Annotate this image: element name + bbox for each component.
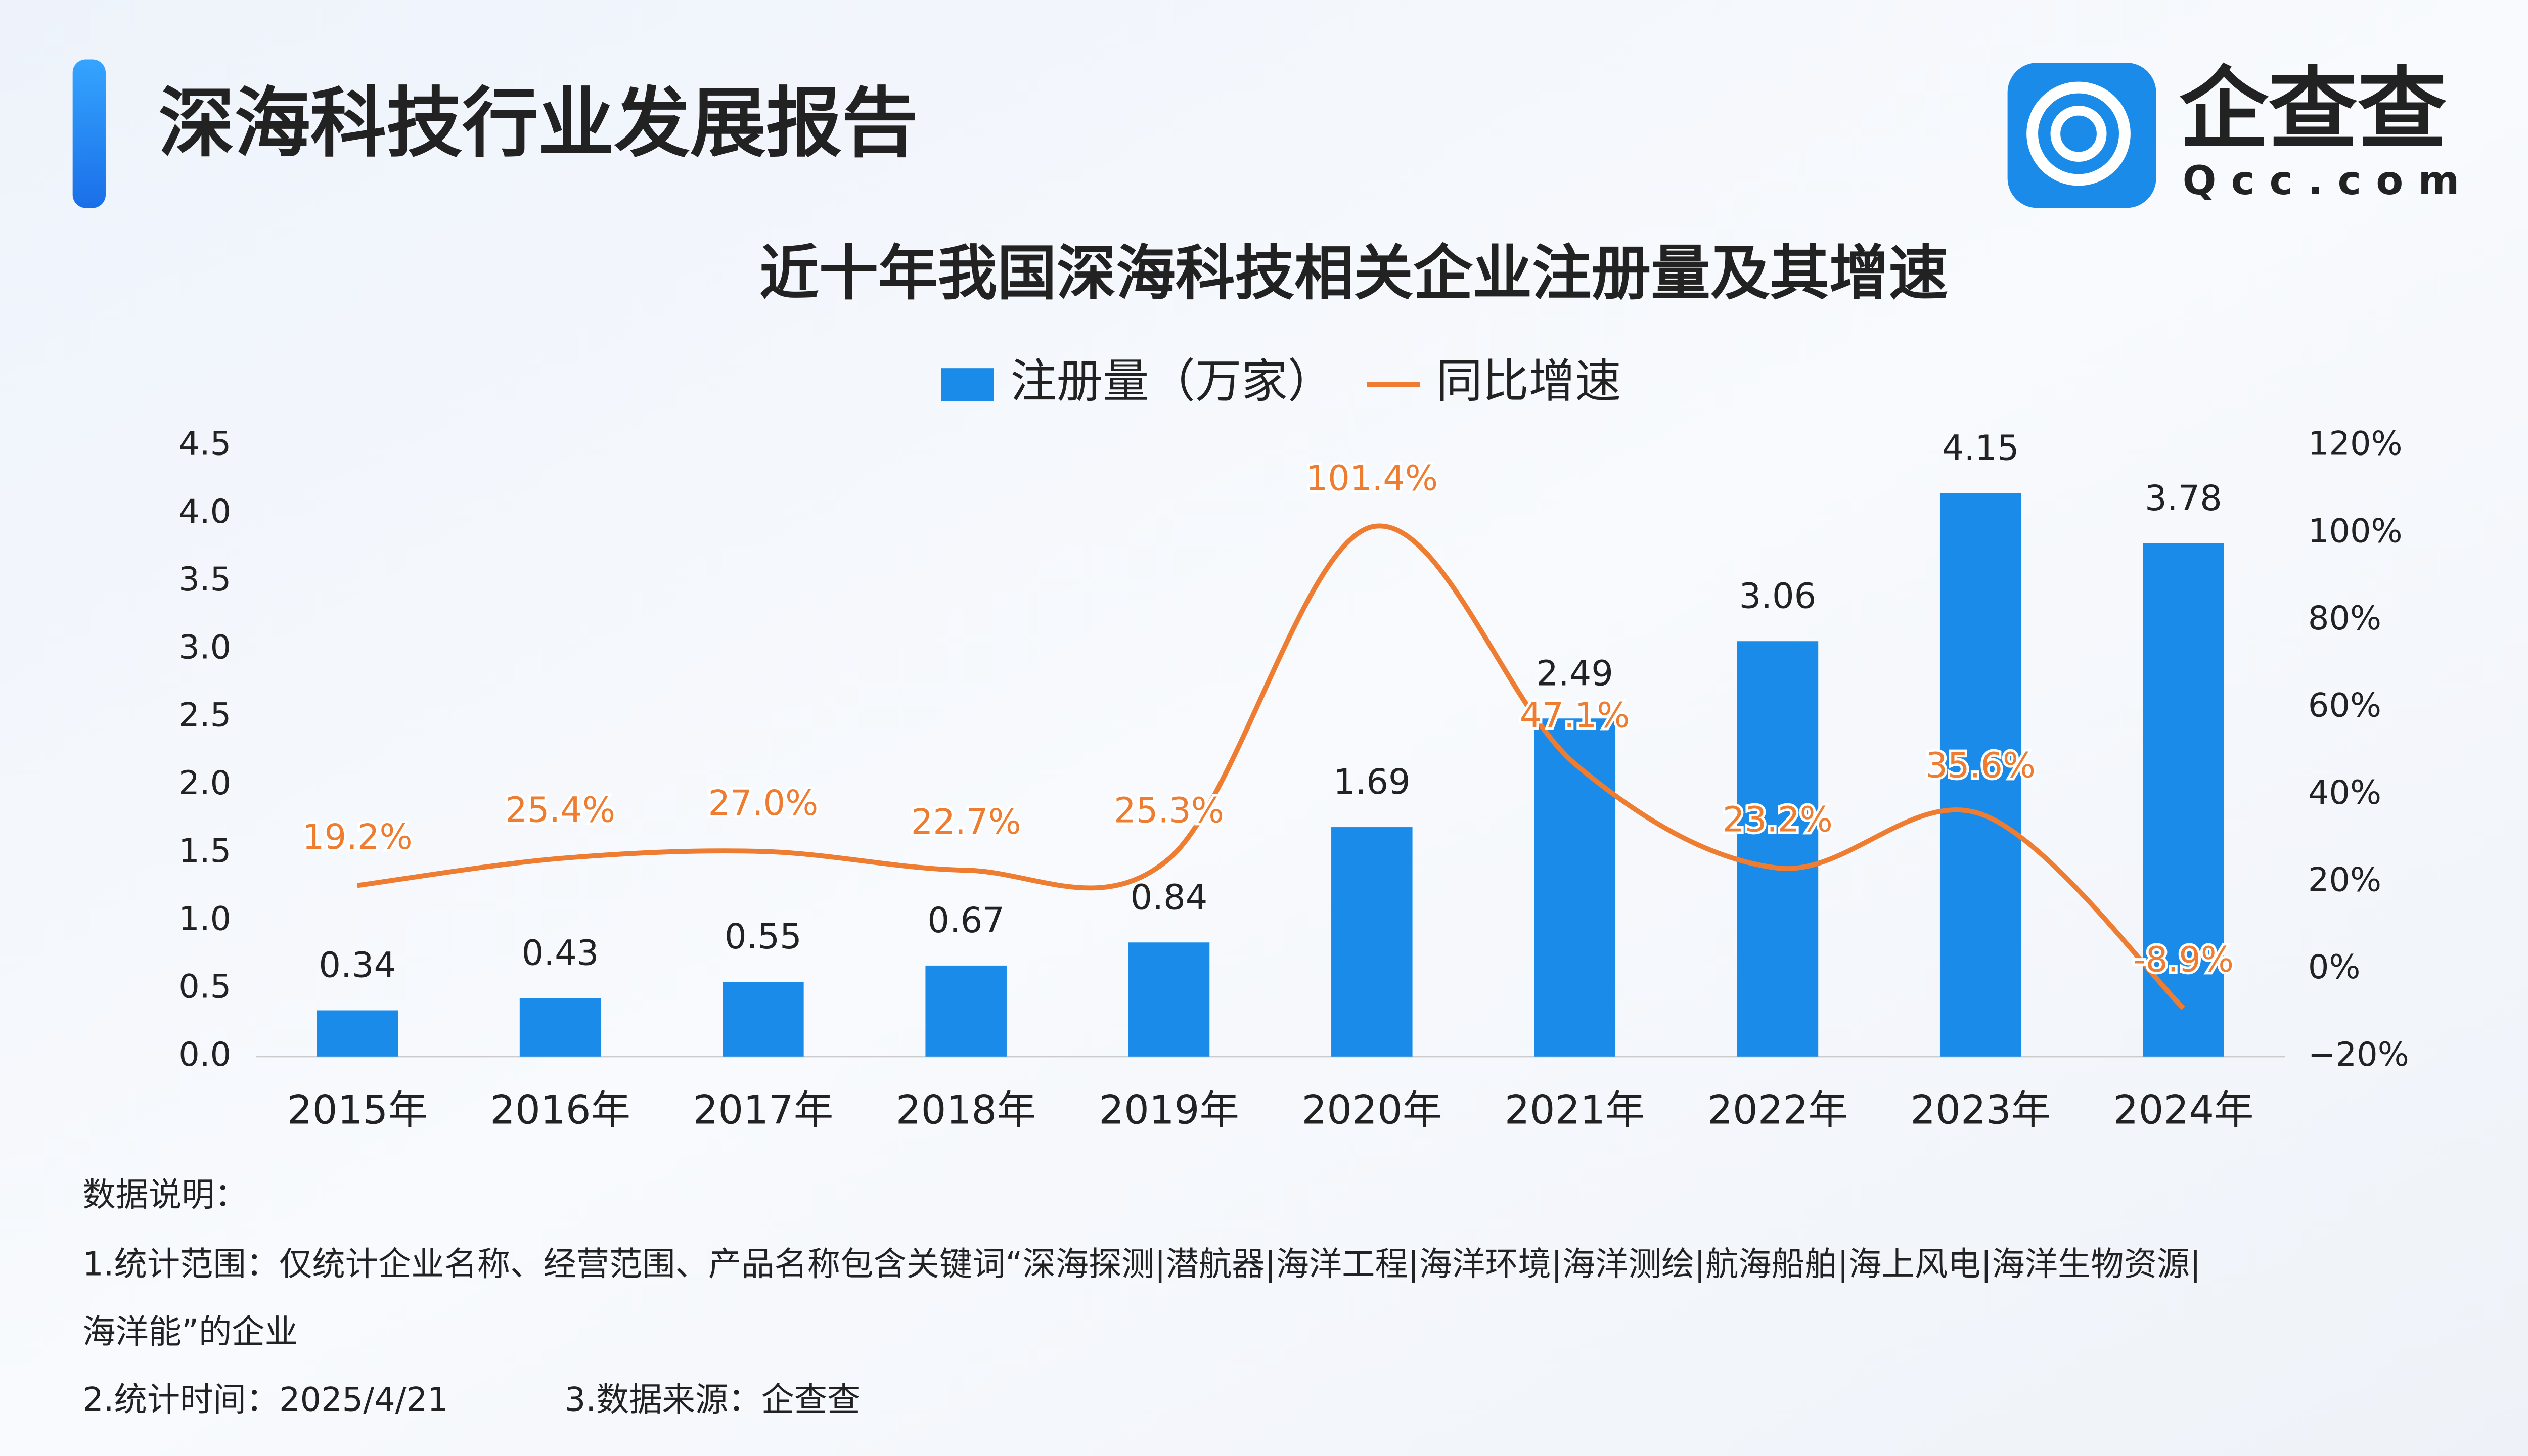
bar-value-label: 4.15 (1942, 428, 2019, 469)
y-tick-label: 2.5 (178, 696, 231, 735)
notes: 数据说明： 1.统计范围：仅统计企业名称、经营范围、产品名称包含关键词“深海探测… (82, 1175, 2201, 1419)
bar-value-label: 3.06 (1739, 576, 1817, 616)
bar (1737, 641, 1819, 1057)
y2-tick-label: 80% (2308, 599, 2381, 638)
y-tick-label: 3.0 (178, 628, 231, 666)
legend-label: 同比增速 (1436, 354, 1621, 408)
notes-line: 1.统计范围：仅统计企业名称、经营范围、产品名称包含关键词“深海探测|潜航器|海… (82, 1245, 2201, 1284)
bar (2143, 543, 2224, 1057)
line-value-label: 47.1% (1520, 695, 1630, 736)
legend-label: 注册量（万家） (1010, 354, 1334, 408)
bar (723, 982, 804, 1057)
bar-value-label: 3.78 (2145, 478, 2222, 519)
bar (1128, 942, 1210, 1057)
bar (519, 998, 601, 1057)
bar-value-label: 0.55 (725, 917, 802, 957)
bar (1331, 827, 1413, 1057)
bar-value-label: 0.67 (927, 900, 1005, 941)
bar-value-label: 1.69 (1333, 762, 1411, 802)
line-value-label: 23.2% (1723, 800, 1833, 840)
x-tick-label: 2015年 (287, 1087, 428, 1133)
y2-tick-label: 20% (2308, 861, 2381, 899)
y2-tick-label: 0% (2308, 948, 2361, 986)
x-tick-label: 2019年 (1099, 1087, 1239, 1133)
line-value-label: 25.4% (505, 790, 615, 831)
line-value-label: 35.6% (1925, 746, 2036, 786)
y2-tick-label: 120% (2308, 425, 2403, 463)
logo: 企查查 Qcc.com (2007, 57, 2474, 208)
notes-heading: 数据说明： (82, 1175, 248, 1214)
line-value-label: 22.7% (911, 802, 1021, 842)
line-value-label: -8.9% (2133, 940, 2234, 980)
x-tick-label: 2017年 (693, 1087, 833, 1133)
bar (925, 965, 1007, 1057)
y-tick-label: 4.0 (178, 492, 231, 531)
x-tick-label: 2018年 (896, 1087, 1036, 1133)
legend-swatch (941, 368, 994, 401)
bar (1939, 493, 2021, 1057)
notes-source: 3.数据来源：企查查 (565, 1380, 861, 1419)
y2-tick-label: 100% (2308, 512, 2403, 550)
title-accent (72, 59, 106, 208)
bar-value-label: 0.34 (319, 945, 396, 986)
growth-line (357, 523, 2185, 1010)
y-tick-label: 4.5 (178, 425, 231, 463)
x-tick-label: 2024年 (2113, 1087, 2254, 1133)
bar-value-label: 2.49 (1536, 653, 1613, 694)
x-tick-label: 2016年 (490, 1087, 630, 1133)
y-tick-label: 2.0 (178, 764, 231, 802)
bar (317, 1010, 398, 1057)
x-tick-label: 2023年 (1910, 1087, 2051, 1133)
y2-tick-label: 40% (2308, 774, 2381, 812)
x-tick-label: 2021年 (1505, 1087, 1645, 1133)
y-tick-label: 1.0 (178, 899, 231, 938)
chart: 0.0 0.5 1.0 1.5 2.0 2.5 3.0 3.5 4.0 4.5 −20% 0% 20% 4… (178, 354, 2409, 1133)
bar-value-label: 0.43 (522, 933, 599, 973)
notes-line: 海洋能”的企业 (82, 1312, 298, 1351)
line-value-label: 101.4% (1306, 459, 1438, 499)
logo-name: 企查查 (2179, 57, 2447, 161)
y-tick-label: 0.5 (178, 968, 231, 1006)
line-value-label: 19.2% (302, 817, 413, 857)
y-tick-label: 0.0 (178, 1035, 231, 1074)
logo-ring (2050, 105, 2107, 162)
chart-title: 近十年我国深海科技相关企业注册量及其增速 (759, 239, 1948, 308)
logo-site: Qcc.com (2183, 158, 2474, 204)
y2-tick-label: 60% (2308, 686, 2381, 724)
line-value-label: 27.0% (708, 783, 818, 824)
bar-value-label: 0.84 (1131, 877, 1208, 918)
bar (1534, 718, 1615, 1057)
page-title: 深海科技行业发展报告 (158, 80, 918, 168)
y2-tick-label: −20% (2308, 1035, 2409, 1074)
logo-ring (2026, 81, 2131, 186)
line-value-label: 25.3% (1114, 790, 1224, 831)
y-tick-label: 3.5 (178, 560, 231, 599)
x-tick-label: 2022年 (1707, 1087, 1848, 1133)
notes-time: 2.统计时间：2025/4/21 (82, 1380, 448, 1419)
y-tick-label: 1.5 (178, 832, 231, 870)
x-tick-label: 2020年 (1301, 1087, 1442, 1133)
